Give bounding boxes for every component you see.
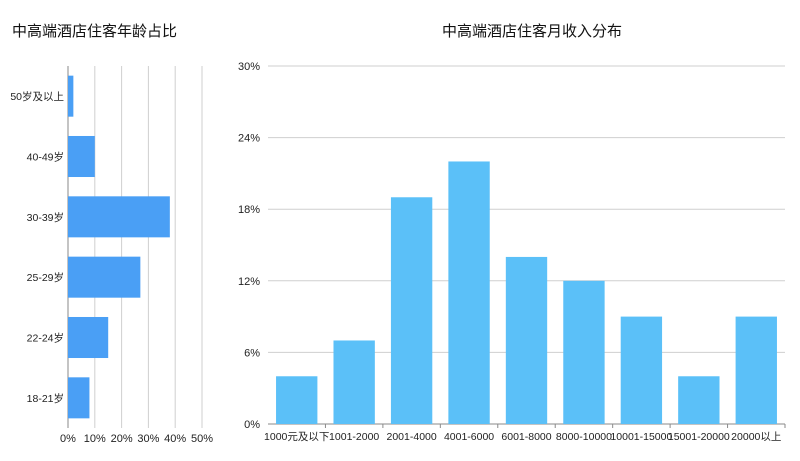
income-bar xyxy=(678,376,720,424)
age-x-tick-label: 0% xyxy=(60,433,76,445)
income-chart: 0% 6% 12% 18% 24% 30% 1000元及以下 1001-2000 2001-40… xyxy=(238,61,786,443)
income-category-label: 2001-4000 xyxy=(387,431,437,443)
income-category-label: 8000-10000 xyxy=(556,431,612,443)
age-category-label: 22-24岁 xyxy=(27,332,64,345)
age-x-tick-label: 40% xyxy=(164,433,186,445)
income-category-label: 15001-20000 xyxy=(668,431,730,443)
age-bar xyxy=(68,316,109,359)
age-x-tick-label: 30% xyxy=(137,433,159,445)
income-y-tick-label: 0% xyxy=(244,419,260,431)
age-category-label: 25-29岁 xyxy=(27,271,64,284)
age-category-label: 30-39岁 xyxy=(27,211,64,224)
age-chart: 0% 10% 20% 30% 40% 50% 50岁及以上 40-49岁 30-39岁 25-29… xyxy=(10,66,213,445)
income-bar xyxy=(505,256,548,424)
income-category-label: 6001-8000 xyxy=(501,431,551,443)
income-bar xyxy=(448,161,490,424)
age-category-label: 40-49岁 xyxy=(27,151,64,164)
income-y-tick-label: 24% xyxy=(238,133,260,145)
income-bar xyxy=(620,316,663,424)
income-bar xyxy=(390,197,433,424)
income-y-tick-label: 30% xyxy=(238,61,260,73)
age-bar xyxy=(68,256,141,298)
income-bar xyxy=(735,316,777,424)
income-chart-title: 中高端酒店住客月收入分布 xyxy=(442,23,622,40)
age-bar xyxy=(68,135,95,178)
income-category-label: 1001-2000 xyxy=(329,431,379,443)
income-y-tick-label: 12% xyxy=(238,276,260,288)
income-y-tick-label: 18% xyxy=(238,204,260,216)
age-bar xyxy=(68,196,170,238)
age-x-tick-label: 50% xyxy=(191,433,213,445)
income-category-label: 10001-15000 xyxy=(610,431,672,443)
age-category-label: 50岁及以上 xyxy=(10,90,64,103)
age-bar xyxy=(68,75,74,117)
age-category-label: 18-21岁 xyxy=(27,392,64,405)
income-bar xyxy=(333,340,375,424)
income-category-label: 4001-6000 xyxy=(444,431,494,443)
age-bar xyxy=(68,377,90,419)
income-bar xyxy=(276,376,318,424)
income-y-tick-label: 6% xyxy=(244,347,260,359)
age-chart-title: 中高端酒店住客年龄占比 xyxy=(12,23,177,40)
income-category-label: 1000元及以下 xyxy=(264,431,329,443)
income-bar xyxy=(563,280,605,424)
age-x-tick-label: 10% xyxy=(84,433,106,445)
age-x-tick-label: 20% xyxy=(111,433,133,445)
income-category-label: 20000以上 xyxy=(731,431,781,443)
